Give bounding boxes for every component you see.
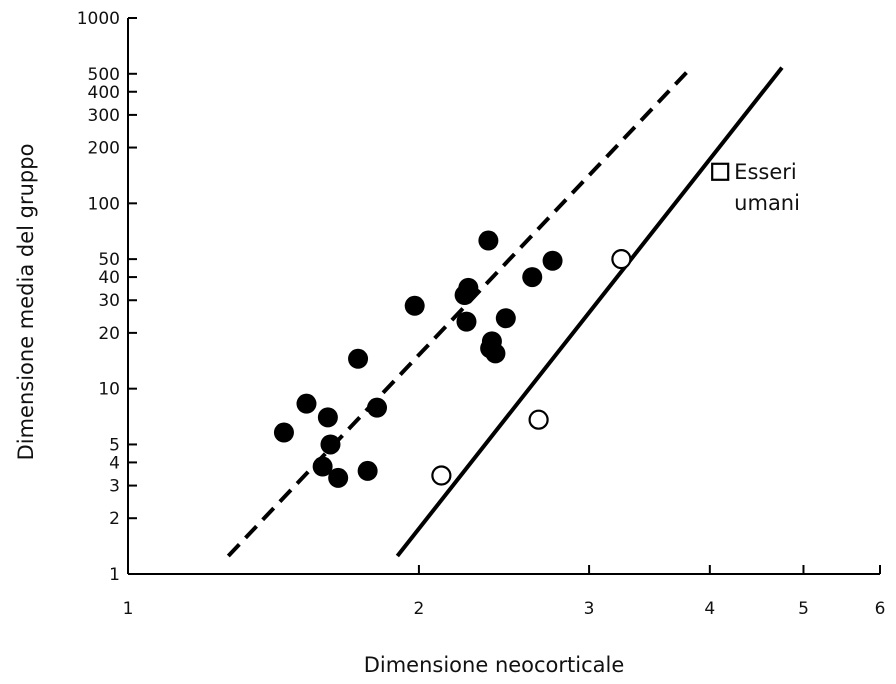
- open-point: [611, 249, 632, 270]
- filled-point: [456, 311, 477, 332]
- filled-point: [458, 277, 479, 298]
- y-tick-label: 400: [88, 83, 120, 103]
- y-tick-label: 10: [98, 380, 120, 400]
- y-tick-label: 100: [88, 194, 120, 214]
- y-tick-label: 30: [98, 291, 120, 311]
- filled-point: [357, 460, 378, 481]
- y-tick-label: 2: [109, 509, 120, 529]
- x-axis-title: Dimensione neocorticale: [364, 653, 625, 677]
- square-point: [711, 162, 730, 181]
- filled-point: [348, 348, 369, 369]
- filled-point: [478, 230, 499, 251]
- annotations: Esseri umani: [734, 160, 800, 215]
- y-tick-label: 40: [98, 268, 120, 288]
- filled-point: [328, 467, 349, 488]
- y-tick-label: 500: [88, 65, 120, 85]
- y-tick-label: 4: [109, 453, 120, 473]
- y-tick-label: 200: [88, 139, 120, 159]
- filled-point: [542, 250, 563, 271]
- x-tick-label: 6: [875, 599, 886, 619]
- y-tick-label: 20: [98, 324, 120, 344]
- y-tick-label: 1: [109, 565, 120, 585]
- regression-lines: [226, 66, 784, 558]
- filled-point: [317, 407, 338, 428]
- filled-point: [404, 295, 425, 316]
- x-tick-label: 3: [584, 599, 595, 619]
- filled-point: [296, 393, 317, 414]
- dashed-trend-line: [226, 69, 690, 558]
- solid-trend-line: [395, 66, 784, 558]
- annotation-label: Esseri: [734, 160, 797, 184]
- y-tick-label: 3: [109, 477, 120, 497]
- filled-point: [367, 397, 388, 418]
- x-tick-label: 4: [704, 599, 715, 619]
- x-tick-label: 5: [798, 599, 809, 619]
- filled-point: [522, 267, 543, 288]
- y-tick-label: 5: [109, 435, 120, 455]
- y-axis-title: Dimensione media del gruppo: [14, 144, 38, 461]
- filled-point: [481, 331, 502, 352]
- y-tick-label: 50: [98, 250, 120, 270]
- x-tick-label: 2: [413, 599, 424, 619]
- x-tick-label: 1: [123, 599, 134, 619]
- filled-point: [495, 308, 516, 329]
- open-point: [528, 409, 549, 430]
- filled-point: [320, 434, 341, 455]
- data-points: [273, 162, 730, 488]
- open-point: [431, 465, 452, 486]
- filled-point: [273, 422, 294, 443]
- y-tick-label: 1000: [77, 9, 120, 29]
- annotation-label: umani: [734, 191, 800, 215]
- filled-point: [312, 456, 333, 477]
- y-tick-label: 300: [88, 106, 120, 126]
